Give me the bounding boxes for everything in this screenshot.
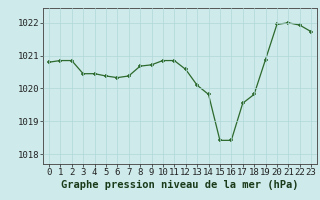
X-axis label: Graphe pression niveau de la mer (hPa): Graphe pression niveau de la mer (hPa) [61,180,299,190]
